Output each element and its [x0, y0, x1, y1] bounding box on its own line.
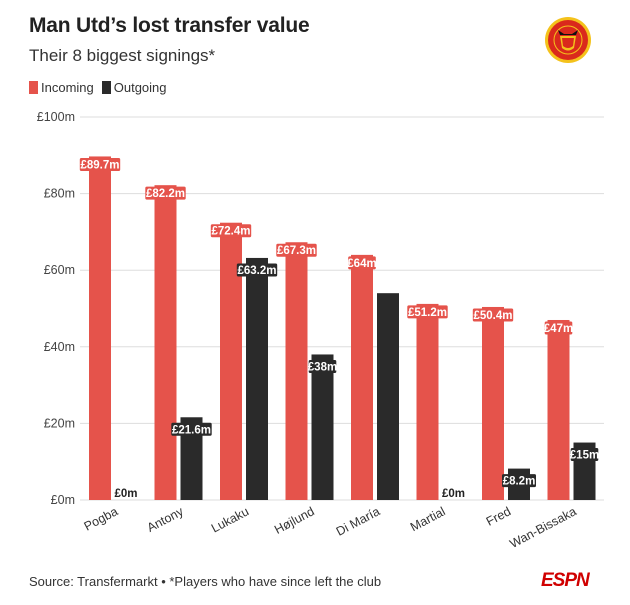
chart-legend: Incoming Outgoing: [29, 80, 175, 95]
bar-incoming: [154, 185, 177, 500]
data-label-outgoing: £0m: [114, 488, 137, 500]
x-tick-label: Wan-Bissaka: [507, 504, 578, 551]
data-label-outgoing: £0m: [442, 488, 465, 500]
data-label-outgoing: £8.2m: [503, 476, 536, 488]
data-label-incoming-bg: [348, 256, 376, 270]
data-label-incoming: £50.4m: [473, 310, 512, 322]
y-tick-label: £20m: [44, 416, 75, 430]
x-tick-label: Antony: [145, 504, 187, 535]
legend-swatch-incoming: [29, 81, 38, 94]
data-label-outgoing: £38m: [308, 361, 337, 373]
manchester-united-crest-icon: [545, 17, 591, 63]
chart-title: Man Utd’s lost transfer value: [29, 14, 310, 37]
bar-incoming: [220, 222, 242, 500]
y-tick-label: £40m: [44, 340, 75, 354]
legend-item-incoming: Incoming: [29, 80, 94, 95]
bar-incoming: [416, 303, 439, 500]
legend-item-outgoing: Outgoing: [101, 80, 167, 95]
data-label-outgoing-bg: [502, 474, 536, 488]
x-tick-label: Pogba: [82, 504, 121, 533]
y-tick-label: £0m: [51, 493, 75, 507]
x-tick-label: Højlund: [272, 504, 317, 537]
data-label-incoming: £47m: [544, 323, 573, 335]
data-label-outgoing-bg: [308, 359, 337, 373]
data-label-outgoing-bg: [570, 448, 599, 462]
x-tick-label: Di María: [334, 504, 382, 539]
data-label-incoming-bg: [407, 305, 448, 319]
data-label-incoming-bg: [145, 186, 186, 200]
legend-label-outgoing: Outgoing: [113, 80, 167, 95]
bar-outgoing: [246, 257, 268, 500]
bar-outgoing: [311, 354, 334, 500]
legend-swatch-outgoing: [101, 81, 111, 94]
x-tick-label: Martial: [408, 504, 448, 534]
bar-incoming: [351, 254, 373, 500]
bar-incoming: [89, 156, 111, 500]
bar-outgoing: [180, 417, 203, 500]
y-tick-label: £60m: [44, 263, 75, 277]
data-label-incoming: £82.2m: [146, 188, 185, 200]
espn-logo: ESPN: [541, 570, 590, 591]
bar-incoming: [482, 306, 504, 500]
data-label-outgoing: £21.6m: [172, 424, 211, 436]
data-label-incoming-bg: [276, 243, 317, 257]
y-tick-label: £80m: [44, 187, 75, 201]
data-label-incoming-bg: [79, 157, 121, 171]
data-label-incoming: £67.3m: [277, 245, 316, 257]
data-label-outgoing: £15m: [570, 450, 599, 462]
data-label-outgoing: £63.2m: [237, 265, 276, 277]
bar-incoming: [285, 242, 308, 500]
data-label-incoming-bg: [544, 321, 573, 335]
data-label-incoming: £64m: [347, 258, 376, 270]
data-label-incoming: £51.2m: [408, 307, 447, 319]
data-label-incoming-bg: [472, 308, 514, 322]
x-tick-label: Fred: [484, 504, 513, 528]
data-label-incoming: £72.4m: [211, 226, 250, 238]
x-tick-label: Lukaku: [209, 504, 251, 535]
data-label-outgoing-bg: [171, 422, 212, 436]
source-note: Source: Transfermarkt • *Players who hav…: [29, 574, 382, 589]
y-tick-label: £100m: [37, 110, 75, 124]
data-label-incoming-bg: [210, 224, 252, 238]
chart-subtitle: Their 8 biggest signings*: [29, 46, 216, 65]
bar-outgoing: [377, 293, 399, 500]
bar-incoming: [547, 319, 570, 500]
data-label-outgoing-bg: [236, 263, 278, 277]
bar-chart: £0m £20m £40m £60m £80m £100m £89.7m £0m Pogba £8…: [37, 110, 604, 551]
data-label-incoming: £89.7m: [80, 159, 119, 171]
legend-label-incoming: Incoming: [41, 80, 94, 95]
